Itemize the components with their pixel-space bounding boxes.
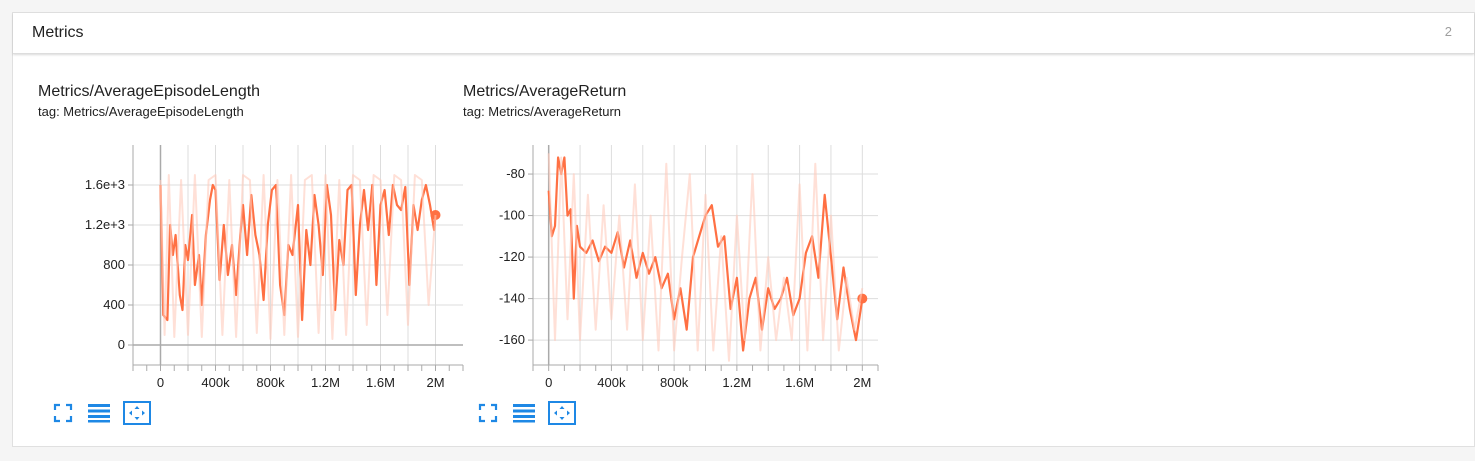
- x-tick-label: 1.2M: [311, 375, 340, 390]
- toggle-log-scale-icon: [512, 403, 536, 423]
- section-header[interactable]: Metrics 2: [13, 13, 1474, 54]
- x-tick-label: 1.6M: [366, 375, 395, 390]
- toggle-log-scale-button[interactable]: [511, 400, 537, 426]
- series-line-raw: [159, 174, 437, 340]
- chart-card-average-return: Metrics/AverageReturn tag: Metrics/Avera…: [463, 83, 883, 433]
- fit-domain-icon: [123, 401, 151, 425]
- toggle-log-scale-icon: [87, 403, 111, 423]
- y-tick-label: 800: [103, 257, 125, 272]
- x-tick-label: 400k: [201, 375, 230, 390]
- y-tick-label: -160: [499, 332, 525, 347]
- chart-tag: tag: Metrics/AverageReturn: [463, 104, 621, 119]
- x-tick-label: 1.6M: [785, 375, 814, 390]
- y-tick-label: 1.2e+3: [85, 217, 125, 232]
- x-tick-label: 800k: [660, 375, 689, 390]
- y-tick-label: -120: [499, 249, 525, 264]
- x-tick-label: 0: [157, 375, 164, 390]
- toggle-log-scale-button[interactable]: [86, 400, 112, 426]
- section-count: 2: [1444, 24, 1452, 39]
- y-tick-label: 1.6e+3: [85, 177, 125, 192]
- y-tick-label: 0: [118, 337, 125, 352]
- x-tick-label: 2M: [853, 375, 871, 390]
- metrics-section: Metrics 2 Metrics/AverageEpisodeLength t…: [12, 12, 1475, 447]
- series-line-raw: [547, 153, 864, 362]
- x-tick-label: 0: [545, 375, 552, 390]
- chart-average-episode-length[interactable]: 0 400k 800k 1.2M 1.6M 2M 0 400 800 1.2e+3 1.6e+3: [38, 83, 464, 433]
- fit-domain-icon: [548, 401, 576, 425]
- fit-domain-button[interactable]: [123, 400, 151, 426]
- chart-average-return[interactable]: 0 400k 800k 1.2M 1.6M 2M -80 -100 -120 -140 -160: [463, 83, 883, 433]
- fullscreen-icon: [478, 403, 498, 423]
- y-tick-label: 400: [103, 297, 125, 312]
- x-tick-label: 400k: [597, 375, 626, 390]
- fullscreen-button[interactable]: [50, 400, 76, 426]
- fit-domain-button[interactable]: [548, 400, 576, 426]
- y-tick-label: -140: [499, 291, 525, 306]
- fullscreen-icon: [53, 403, 73, 423]
- fullscreen-button[interactable]: [475, 400, 501, 426]
- x-tick-label: 2M: [426, 375, 444, 390]
- y-tick-label: -100: [499, 208, 525, 223]
- y-tick-label: -80: [506, 166, 525, 181]
- x-tick-label: 1.2M: [722, 375, 751, 390]
- chart-card-average-episode-length: Metrics/AverageEpisodeLength tag: Metric…: [38, 83, 464, 433]
- chart-tag: tag: Metrics/AverageEpisodeLength: [38, 104, 244, 119]
- chart-title: Metrics/AverageEpisodeLength: [38, 83, 261, 100]
- x-tick-label: 800k: [256, 375, 285, 390]
- chart-title: Metrics/AverageReturn: [463, 83, 627, 100]
- section-title: Metrics: [32, 24, 84, 41]
